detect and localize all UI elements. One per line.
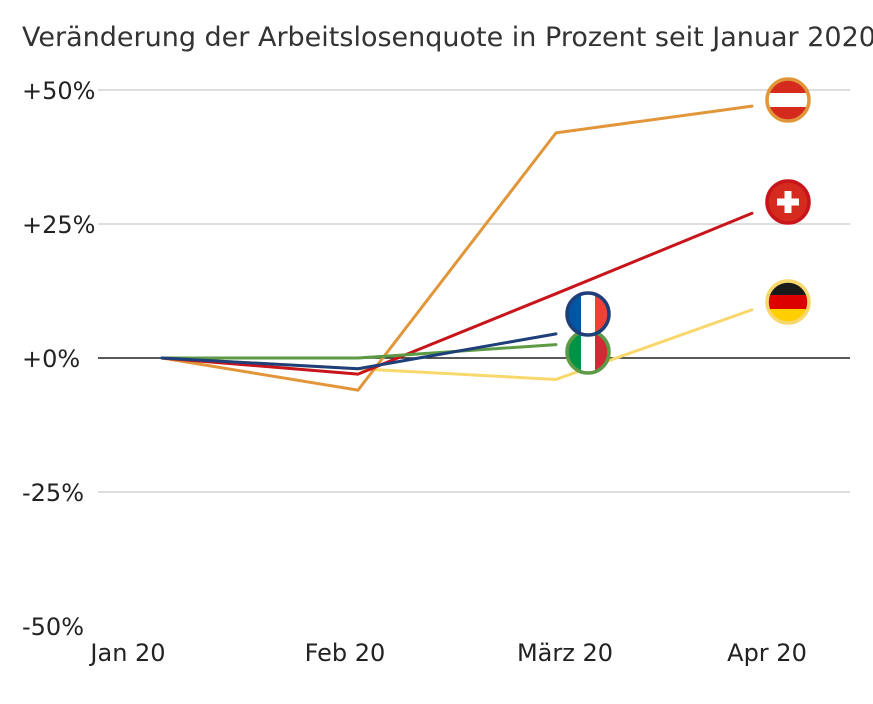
series-flags xyxy=(565,77,811,375)
austria-flag-icon xyxy=(765,77,811,123)
series-line-austria xyxy=(160,104,754,392)
x-tick-label: Jan 20 xyxy=(88,639,165,667)
y-tick-label: +50% xyxy=(22,77,95,105)
switzerland-flag-icon xyxy=(765,179,811,225)
y-tick-label: -25% xyxy=(22,479,84,507)
series-lines xyxy=(160,104,754,392)
y-tick-label: +0% xyxy=(22,345,80,373)
series-line-germany xyxy=(160,308,754,381)
x-tick-label: März 20 xyxy=(517,639,613,667)
y-axis-ticks: +50% +25% +0% -25% -50% xyxy=(22,77,95,641)
x-tick-label: Apr 20 xyxy=(727,639,807,667)
chart-title: Veränderung der Arbeitslosenquote in Pro… xyxy=(22,22,873,53)
germany-flag-icon xyxy=(765,279,811,325)
italy-flag-icon xyxy=(565,329,611,375)
series-line-switzerland xyxy=(160,211,754,376)
france-flag-icon xyxy=(565,291,611,337)
y-tick-label: +25% xyxy=(22,211,95,239)
x-tick-label: Feb 20 xyxy=(305,639,386,667)
y-tick-label: -50% xyxy=(22,613,84,641)
grid xyxy=(98,89,850,493)
x-axis-ticks: Jan 20 Feb 20 März 20 Apr 20 xyxy=(88,639,806,667)
series-line-italy xyxy=(160,343,558,360)
series-line-france xyxy=(160,332,558,371)
